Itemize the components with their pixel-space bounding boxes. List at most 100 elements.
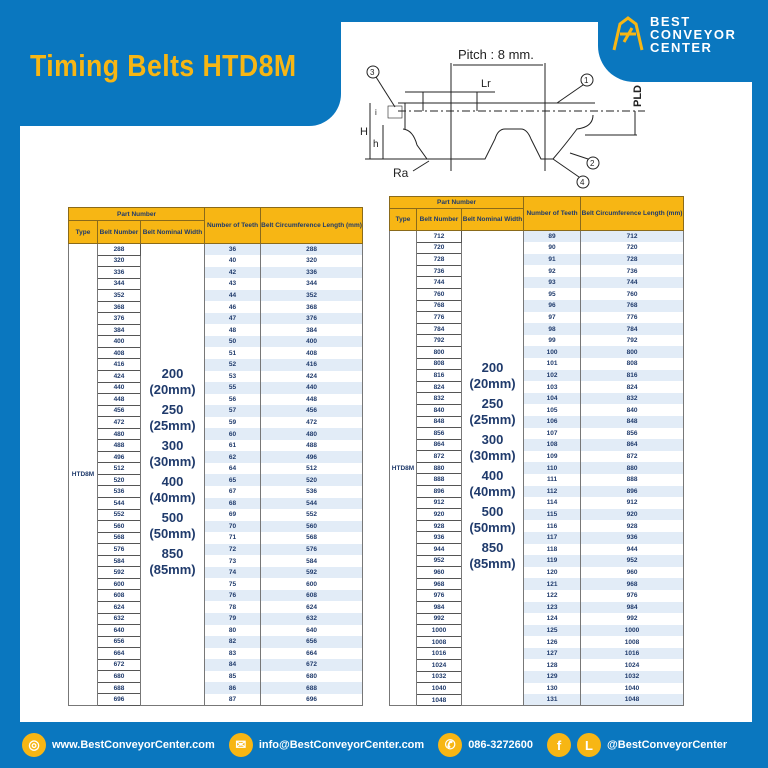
belt-number-cell: 344 xyxy=(97,277,141,291)
teeth-cell: 61 xyxy=(204,439,262,452)
table-row: 400 50 400 xyxy=(69,335,364,348)
width-mm: (50mm) xyxy=(149,526,196,542)
belt-number-cell: 680 xyxy=(97,670,141,683)
length-cell: 680 xyxy=(260,670,364,683)
width-value: 400 xyxy=(481,468,504,484)
belt-number-cell: 696 xyxy=(97,693,141,706)
teeth-cell: 90 xyxy=(523,242,582,254)
length-cell: 576 xyxy=(260,543,364,556)
website-link[interactable]: www.BestConveyorCenter.com xyxy=(52,739,215,751)
belt-number-cell: 728 xyxy=(416,253,462,266)
width-mm: (85mm) xyxy=(469,556,516,572)
table-row: 920 115 920 xyxy=(390,508,685,521)
belt-table-right: Part Number Number of Teeth Belt Circumfer… xyxy=(388,196,685,707)
length-cell: 552 xyxy=(260,509,364,521)
belt-number-cell: 808 xyxy=(416,357,462,371)
length-cell: 384 xyxy=(260,324,364,336)
belt-number-cell: 512 xyxy=(97,462,141,475)
length-cell: 720 xyxy=(580,242,685,254)
belt-number-cell: 816 xyxy=(416,369,462,382)
length-cell: 368 xyxy=(260,301,364,313)
line-icon[interactable]: L xyxy=(577,733,602,757)
social-handle[interactable]: @BestConveyorCenter xyxy=(607,739,728,751)
email-link[interactable]: info@BestConveyorCenter.com xyxy=(258,739,425,751)
belt-number-cell: 600 xyxy=(97,577,141,591)
table-row: 848 106 848 xyxy=(390,415,685,429)
teeth-cell: 118 xyxy=(523,543,582,556)
length-cell: 968 xyxy=(580,578,685,590)
length-cell: 696 xyxy=(260,693,364,706)
length-cell: 632 xyxy=(260,613,364,625)
belt-number-cell: 632 xyxy=(97,612,141,626)
belt-number-cell: 352 xyxy=(97,289,141,302)
length-cell: 808 xyxy=(580,358,685,370)
belt-number-cell: 960 xyxy=(416,566,462,579)
width-value: 850 xyxy=(161,546,184,562)
length-cell: 592 xyxy=(260,566,364,579)
teeth-cell: 36 xyxy=(204,243,262,256)
length-cell: 416 xyxy=(260,358,364,371)
teeth-cell: 76 xyxy=(204,589,262,602)
teeth-cell: 40 xyxy=(204,255,262,267)
belt-profile-diagram: Pitch : 8 mm. Lr PLD H h i Ra 3 1 2 4 xyxy=(360,47,645,189)
table-row: 1024 128 1024 xyxy=(390,658,685,672)
nominal-width-cell: 200 (20mm) 250 (25mm) 300 (30mm) 400 (40mm) 500(… xyxy=(139,243,206,706)
belt-number-cell: 928 xyxy=(416,519,462,533)
length-cell: 352 xyxy=(260,289,364,302)
teeth-cell: 97 xyxy=(523,311,582,324)
nominal-width-cell: 200 (20mm) 250 (25mm) 300 (30mm) 400 (40mm) 500(… xyxy=(460,230,525,707)
teeth-cell: 55 xyxy=(204,382,262,394)
teeth-cell: 104 xyxy=(523,392,582,405)
length-cell: 672 xyxy=(260,659,364,671)
table-row: 784 98 784 xyxy=(390,322,685,336)
length-cell: 1008 xyxy=(580,636,685,648)
facebook-icon[interactable]: f xyxy=(547,733,572,757)
belt-number-cell: 1008 xyxy=(416,635,462,649)
teeth-cell: 126 xyxy=(523,636,582,648)
table-row: 680 85 680 xyxy=(69,670,364,683)
teeth-cell: 78 xyxy=(204,601,262,613)
teeth-cell: 103 xyxy=(523,381,582,393)
belt-number-cell: 488 xyxy=(97,439,141,452)
teeth-cell: 69 xyxy=(204,509,262,521)
table-row: 720 90 720 xyxy=(390,241,685,255)
teeth-cell: 84 xyxy=(204,659,262,671)
belt-number-cell: 800 xyxy=(416,345,462,359)
teeth-cell: 99 xyxy=(523,334,582,347)
teeth-cell: 128 xyxy=(523,659,582,672)
nominal-width-header: Belt Nominal Width xyxy=(139,220,206,244)
width-value: 250 xyxy=(161,402,184,418)
teeth-cell: 75 xyxy=(204,578,262,590)
table-row: 448 56 448 xyxy=(69,393,364,406)
teeth-cell: 80 xyxy=(204,624,262,637)
width-mm: (20mm) xyxy=(469,376,516,392)
page-title: Timing Belts HTD8M xyxy=(30,48,297,83)
length-cell: 448 xyxy=(260,393,364,406)
belt-number-cell: 376 xyxy=(97,312,141,325)
belt-number-cell: 584 xyxy=(97,554,141,568)
width-value: 500 xyxy=(481,504,504,520)
belt-number-cell: 840 xyxy=(416,403,462,417)
table-row: 664 83 664 xyxy=(69,647,364,660)
table-row: 840 105 840 xyxy=(390,403,685,417)
belt-number-cell: 440 xyxy=(97,381,141,395)
teeth-cell: 86 xyxy=(204,682,262,694)
globe-icon: ◎ xyxy=(22,733,46,757)
teeth-cell: 129 xyxy=(523,671,582,683)
length-cell: 1048 xyxy=(580,694,685,706)
table-row: 688 86 688 xyxy=(69,681,364,695)
teeth-cell: 85 xyxy=(204,670,262,683)
length-cell: 536 xyxy=(260,485,364,498)
callout-2: 2 xyxy=(590,159,595,168)
phone-icon: ✆ xyxy=(438,733,463,757)
type-cell: HTD8M xyxy=(389,230,417,707)
belt-number-cell: 896 xyxy=(416,485,462,498)
belt-number-cell: 472 xyxy=(97,416,141,429)
phone-number[interactable]: 086-3272600 xyxy=(468,739,534,751)
belt-number-header: Belt Number xyxy=(416,208,462,231)
logo: BEST CONVEYOR CENTER xyxy=(598,0,768,82)
belt-number-cell: 984 xyxy=(416,601,462,614)
belt-number-cell: 624 xyxy=(97,600,141,614)
table-row: 520 65 520 xyxy=(69,473,364,487)
length-cell: 544 xyxy=(260,497,364,510)
